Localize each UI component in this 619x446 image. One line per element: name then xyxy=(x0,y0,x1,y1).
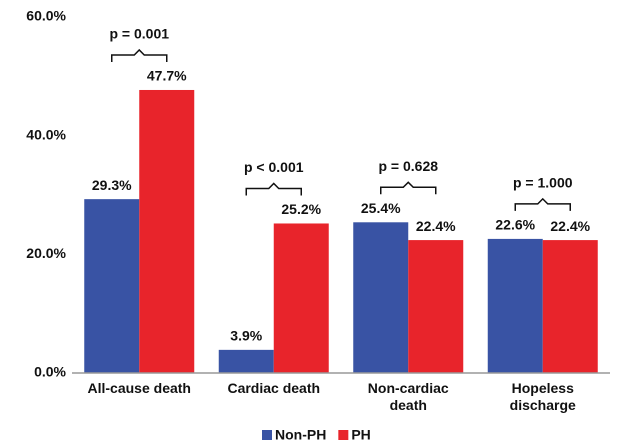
p-value-annotation: p < 0.001 xyxy=(244,159,304,175)
value-label: 22.4% xyxy=(416,218,456,234)
significance-bracket xyxy=(111,48,168,62)
y-tick-label: 20.0% xyxy=(26,245,66,261)
y-tick-label: 60.0% xyxy=(26,8,66,24)
value-label: 3.9% xyxy=(230,328,262,344)
x-tick-label: Non-cardiac death xyxy=(367,380,449,413)
x-tick-label: Cardiac death xyxy=(227,380,321,396)
bar xyxy=(487,238,543,373)
value-label: 47.7% xyxy=(147,68,187,84)
y-tick-label: 40.0% xyxy=(26,126,66,142)
value-label: 25.2% xyxy=(281,201,321,217)
bar xyxy=(273,223,329,373)
legend-swatch xyxy=(262,430,272,440)
bar xyxy=(408,240,464,373)
p-value-annotation: p = 1.000 xyxy=(513,175,573,191)
x-tick-label: All-cause death xyxy=(87,380,191,396)
p-value-annotation: p = 0.001 xyxy=(109,26,169,42)
value-label: 25.4% xyxy=(361,200,401,216)
x-tick-label: Hopeless discharge xyxy=(509,380,576,413)
bar xyxy=(218,349,274,373)
value-label: 22.4% xyxy=(550,218,590,234)
significance-bracket xyxy=(380,181,437,195)
p-value-annotation: p = 0.628 xyxy=(378,158,438,174)
bar xyxy=(139,89,195,373)
significance-bracket xyxy=(514,197,571,211)
legend-label: Non-PH xyxy=(275,427,326,443)
y-tick-label: 0.0% xyxy=(34,364,66,380)
legend-swatch xyxy=(338,430,349,440)
significance-bracket xyxy=(245,182,302,196)
value-label: 22.6% xyxy=(495,217,535,233)
bar xyxy=(353,222,409,373)
legend-label: PH xyxy=(351,427,370,443)
bar xyxy=(84,199,140,373)
bar xyxy=(542,240,598,373)
value-label: 29.3% xyxy=(92,177,132,193)
